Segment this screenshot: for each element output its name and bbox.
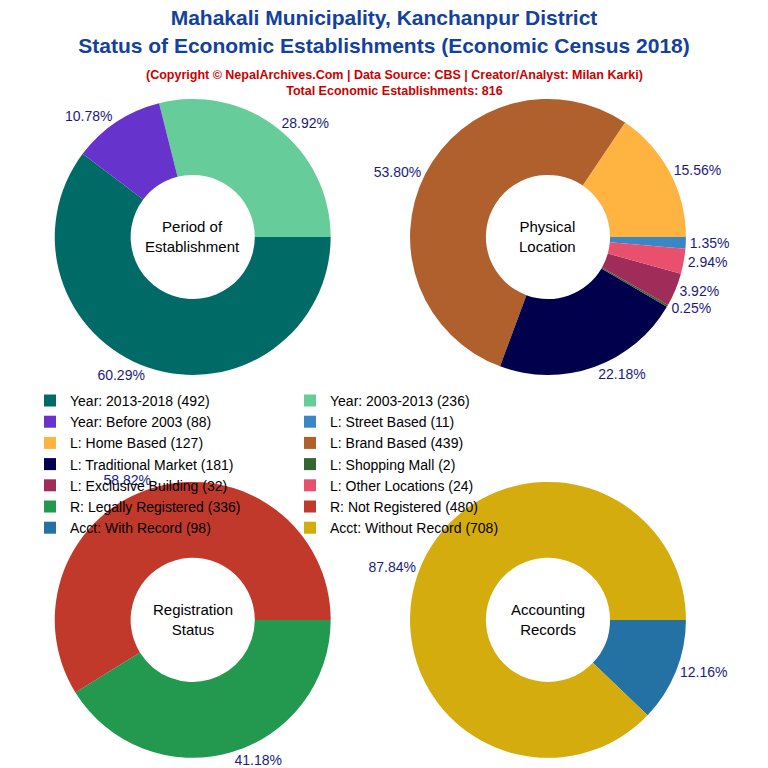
svg-text:RegistrationStatus: RegistrationStatus [153, 601, 233, 638]
svg-text:1.35%: 1.35% [690, 235, 730, 251]
svg-text:Mahakali Municipality, Kanchan: Mahakali Municipality, Kanchanpur Distri… [78, 6, 690, 56]
svg-text:Year: 2013-2018 (492): Year: 2013-2018 (492) [70, 393, 210, 409]
svg-text:Acct: Without Record (708): Acct: Without Record (708) [330, 520, 498, 536]
svg-text:60.29%: 60.29% [97, 367, 144, 383]
svg-text:R: Not Registered (480): R: Not Registered (480) [330, 499, 478, 515]
svg-text:22.18%: 22.18% [598, 366, 645, 382]
svg-text:(Copyright © NepalArchives.Com: (Copyright © NepalArchives.Com | Data So… [146, 68, 643, 98]
svg-text:2.94%: 2.94% [688, 254, 728, 270]
svg-text:Year: 2003-2013 (236): Year: 2003-2013 (236) [330, 393, 470, 409]
svg-text:0.25%: 0.25% [671, 300, 711, 316]
svg-text:L: Home Based (127): L: Home Based (127) [70, 435, 203, 451]
svg-text:Acct: With Record (98): Acct: With Record (98) [70, 520, 211, 536]
svg-text:R: Legally Registered (336): R: Legally Registered (336) [70, 499, 240, 515]
svg-text:12.16%: 12.16% [680, 664, 727, 680]
svg-text:87.84%: 87.84% [368, 559, 415, 575]
svg-text:AccountingRecords: AccountingRecords [511, 601, 585, 638]
svg-text:PhysicalLocation: PhysicalLocation [519, 218, 576, 255]
svg-text:28.92%: 28.92% [282, 115, 329, 131]
svg-text:Period ofEstablishment: Period ofEstablishment [145, 218, 240, 255]
svg-text:L: Traditional Market (181): L: Traditional Market (181) [70, 457, 233, 473]
svg-text:L: Street Based (11): L: Street Based (11) [330, 414, 454, 430]
svg-text:Year: Before 2003 (88): Year: Before 2003 (88) [70, 414, 211, 430]
svg-text:L: Other Locations (24): L: Other Locations (24) [330, 478, 473, 494]
svg-text:41.18%: 41.18% [234, 752, 281, 768]
svg-text:L: Exclusive Building (32): L: Exclusive Building (32) [70, 478, 227, 494]
svg-text:3.92%: 3.92% [679, 283, 719, 299]
svg-text:10.78%: 10.78% [65, 108, 112, 124]
svg-text:L: Shopping Mall (2): L: Shopping Mall (2) [330, 457, 455, 473]
svg-text:53.80%: 53.80% [374, 164, 421, 180]
svg-text:L: Brand Based (439): L: Brand Based (439) [330, 435, 463, 451]
svg-text:15.56%: 15.56% [674, 162, 721, 178]
